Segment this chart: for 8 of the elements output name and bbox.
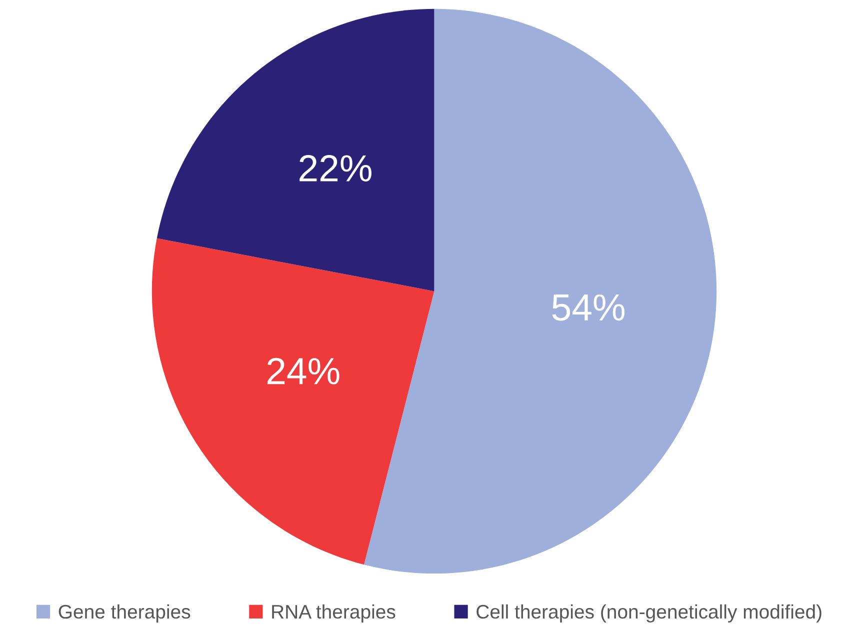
pie-slice: [156, 8, 434, 292]
legend-label: RNA therapies: [272, 604, 396, 622]
data-label: 24%: [267, 358, 340, 384]
data-label: 54%: [552, 294, 624, 321]
pie-slice: [152, 238, 434, 565]
data-label: 22%: [300, 155, 372, 182]
legend-label: Gene therapies: [58, 604, 190, 622]
legend-label: Cell therapies (non-genetically modified): [476, 604, 822, 622]
